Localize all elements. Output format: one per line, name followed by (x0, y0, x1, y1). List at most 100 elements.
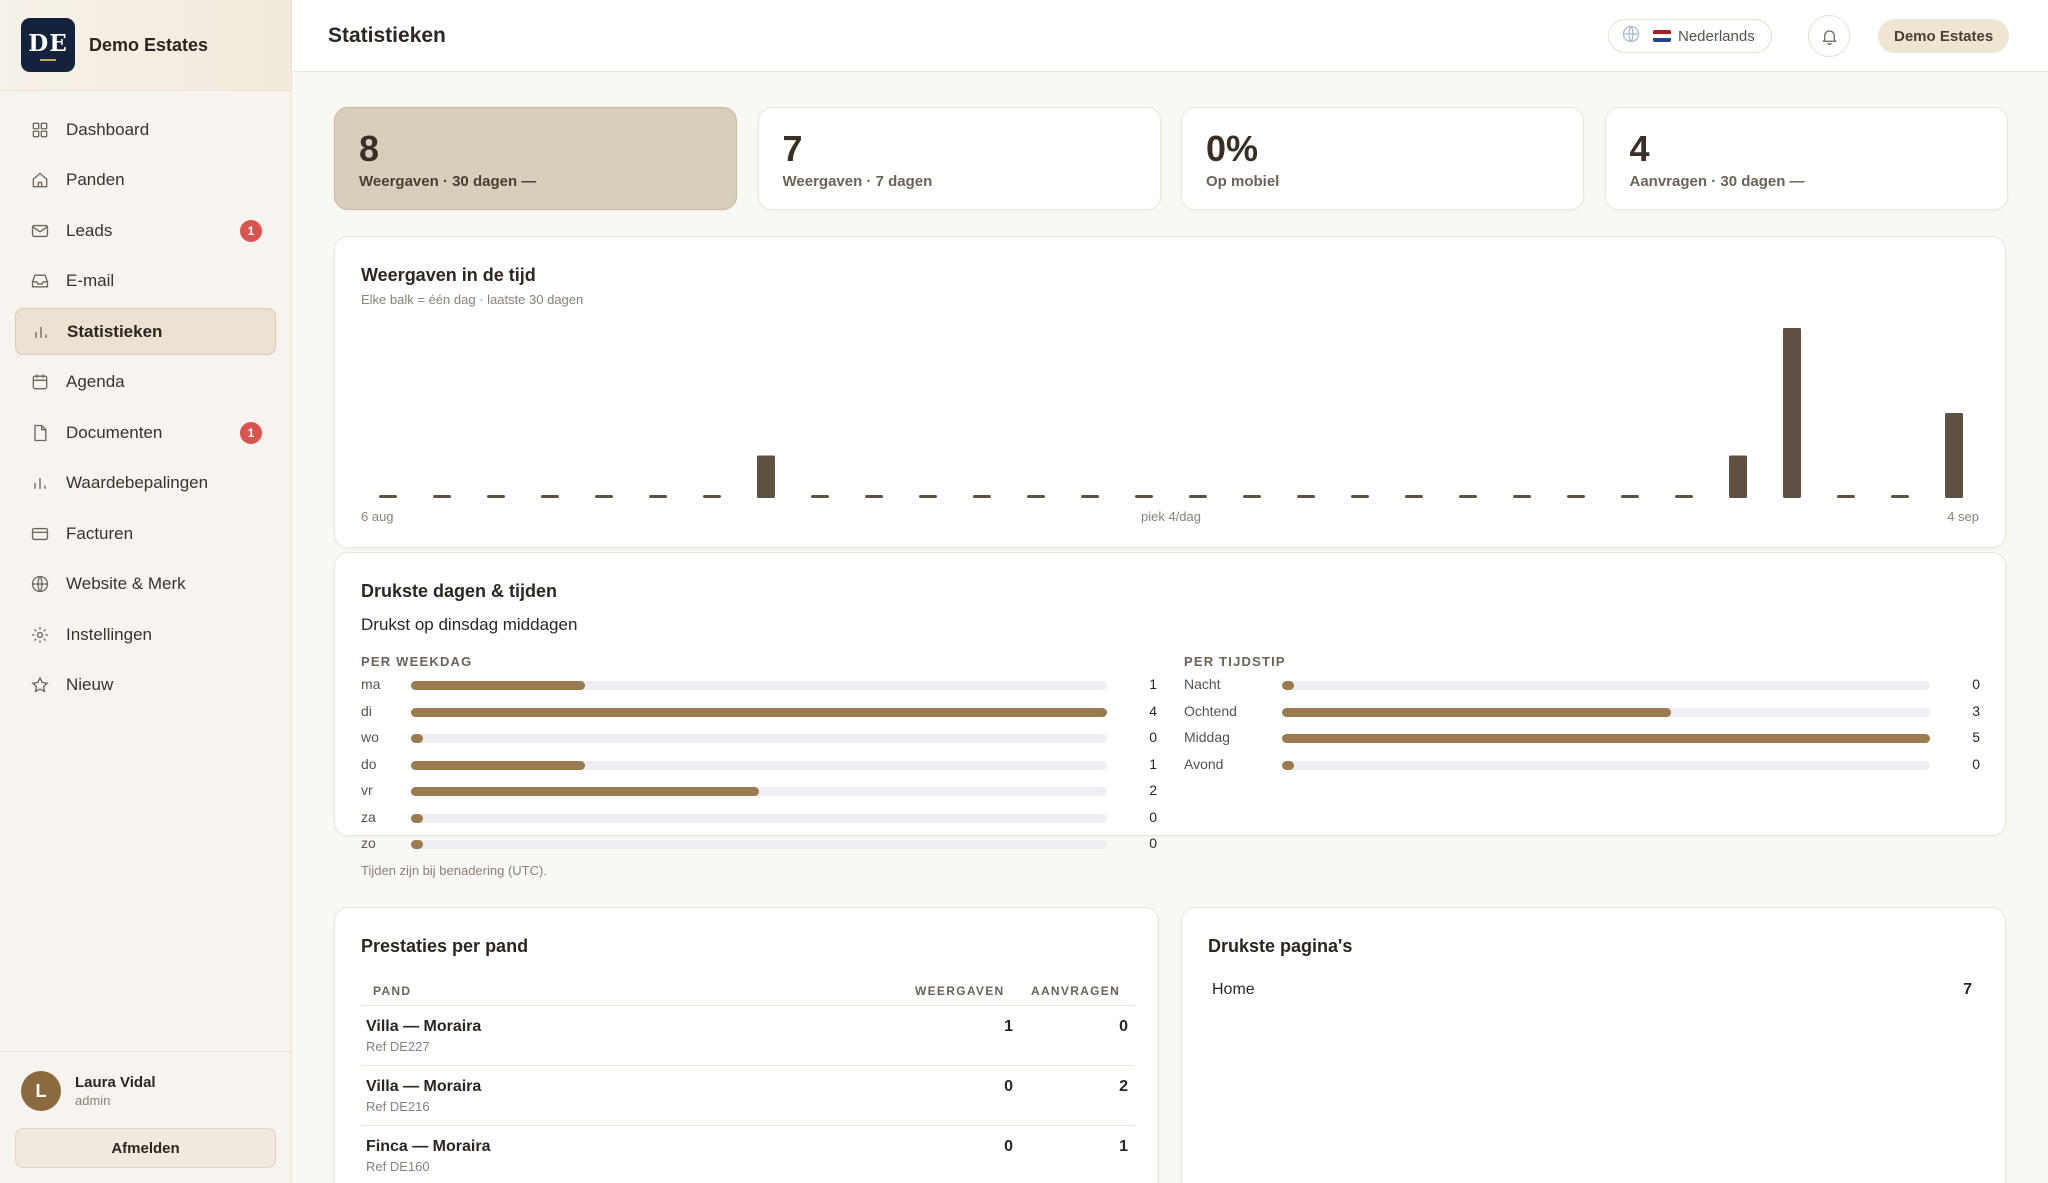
star-icon (30, 675, 50, 695)
weekday-bar-track (411, 813, 1107, 823)
user-name: Laura Vidal (75, 1074, 156, 1091)
sidebar-item-website-merk[interactable]: Website & Merk (15, 561, 276, 608)
views-bar[interactable] (1621, 495, 1639, 498)
netherlands-flag-icon (1653, 30, 1671, 42)
views-bar[interactable] (1459, 495, 1477, 498)
kpi-card[interactable]: 7 Weergaven · 7 dagen (757, 107, 1161, 210)
sidebar-item-documenten[interactable]: Documenten 1 (15, 409, 276, 456)
table-row[interactable]: Villa — Moraira Ref DE227 1 0 (361, 1005, 1134, 1065)
views-bar[interactable] (973, 495, 991, 498)
user-block: L Laura Vidal admin Afmelden (0, 1051, 291, 1183)
views-bar[interactable] (919, 495, 937, 498)
inbox-icon (30, 271, 50, 291)
brand[interactable]: DE Demo Estates (0, 0, 291, 91)
org-switcher[interactable]: Demo Estates (1878, 19, 2010, 53)
sidebar-item-facturen[interactable]: Facturen (15, 510, 276, 557)
weekday-bar-value: 1 (1149, 676, 1157, 692)
property-views: 0 (1004, 1078, 1013, 1095)
views-bar[interactable] (1081, 495, 1099, 498)
table-row[interactable]: Finca — Moraira Ref DE160 0 1 (361, 1125, 1134, 1183)
sidebar-item-dashboard[interactable]: Dashboard (15, 106, 276, 153)
property-performance-card: Prestaties per pand PAND WEERGAVEN AANVR… (334, 907, 1159, 1183)
time-bar-value: 5 (1972, 729, 1980, 745)
views-bar[interactable] (757, 455, 775, 499)
views-bar[interactable] (487, 495, 505, 498)
kpi-value: 0% (1206, 128, 1259, 169)
views-bar[interactable] (1945, 413, 1963, 498)
weekday-bar-fill (411, 813, 423, 823)
weekday-bar-row: do 1 (361, 755, 1157, 775)
weekday-bar-value: 1 (1149, 755, 1157, 772)
logout-button[interactable]: Afmelden (15, 1128, 276, 1168)
time-bar-row: Nacht 0 (1184, 675, 1980, 695)
weekday-bar-label: di (361, 702, 372, 719)
busy-note: Tijden zijn bij benadering (UTC). (361, 863, 547, 878)
sidebar-item-agenda[interactable]: Agenda (15, 359, 276, 406)
notification-badge: 1 (240, 421, 262, 444)
gear-icon (30, 625, 50, 645)
views-bar[interactable] (1783, 328, 1801, 498)
property-ref: Ref DE227 (366, 1039, 430, 1054)
time-bar-track (1282, 734, 1930, 743)
views-bar[interactable] (1675, 495, 1693, 498)
sidebar-item-waardebepalingen[interactable]: Waardebepalingen (15, 460, 276, 507)
property-ref: Ref DE216 (366, 1099, 430, 1114)
property-requests: 2 (1119, 1078, 1128, 1095)
sidebar-item-label: E-mail (66, 271, 115, 290)
time-bar-fill (1282, 760, 1294, 770)
time-bar-track (1282, 760, 1930, 770)
sidebar-item-label: Statistieken (67, 321, 163, 341)
weekday-section-label: PER WEEKDAG (361, 654, 473, 669)
views-bar[interactable] (1135, 495, 1153, 498)
views-bar[interactable] (1837, 495, 1855, 498)
views-bar[interactable] (1729, 455, 1747, 499)
views-bar[interactable] (1243, 495, 1261, 498)
views-bar[interactable] (595, 495, 613, 498)
language-label: Nederlands (1678, 27, 1755, 45)
bell-icon (1821, 29, 1837, 45)
list-item[interactable]: Home 7 (1212, 981, 1972, 1005)
sidebar-item-panden[interactable]: Panden (15, 157, 276, 204)
main-content: 8 Weergaven · 30 dagen — 7 Weergaven · 7 da… (292, 72, 2048, 1183)
document-icon (30, 423, 50, 443)
sidebar-item-nieuw[interactable]: Nieuw (15, 662, 276, 709)
table-row[interactable]: Villa — Moraira Ref DE216 0 2 (361, 1065, 1134, 1125)
views-chart-title: Weergaven in de tijd (361, 265, 536, 285)
views-bar[interactable] (1027, 495, 1045, 498)
weekday-bar-label: wo (361, 729, 379, 745)
views-bar[interactable] (1189, 495, 1207, 498)
views-bar[interactable] (1297, 495, 1315, 498)
sidebar-item-e-mail[interactable]: E-mail (15, 258, 276, 305)
weekday-bar-row: di 4 (361, 702, 1157, 722)
sidebar-item-instellingen[interactable]: Instellingen (15, 611, 276, 658)
sidebar-item-statistieken[interactable]: Statistieken (15, 308, 276, 355)
kpi-card[interactable]: 0% Op mobiel (1181, 107, 1584, 210)
page-name: Home (1212, 981, 1255, 998)
notifications-button[interactable] (1808, 15, 1850, 57)
time-bar-value: 0 (1972, 755, 1980, 772)
sidebar-item-label: Nieuw (66, 675, 114, 694)
kpi-label: Op mobiel (1206, 173, 1280, 190)
avatar[interactable]: L (21, 1071, 61, 1111)
kpi-card[interactable]: 4 Aanvragen · 30 dagen — (1604, 107, 2008, 210)
views-bar[interactable] (379, 495, 397, 498)
kpi-card[interactable]: 8 Weergaven · 30 dagen — (334, 107, 737, 210)
time-bar-fill (1282, 734, 1930, 743)
views-bar[interactable] (541, 495, 559, 498)
language-selector[interactable]: Nederlands (1608, 19, 1772, 53)
property-views: 0 (1004, 1138, 1013, 1155)
views-bar[interactable] (703, 495, 721, 498)
views-bar[interactable] (1513, 495, 1531, 498)
views-bar[interactable] (1567, 495, 1585, 498)
views-bar[interactable] (433, 495, 451, 498)
views-bar[interactable] (1891, 495, 1909, 498)
views-bar[interactable] (865, 495, 883, 498)
weekday-bar-track (411, 681, 1107, 690)
user-role: admin (75, 1093, 111, 1108)
sidebar-item-label: Waardebepalingen (66, 473, 209, 492)
sidebar-item-leads[interactable]: Leads 1 (15, 207, 276, 254)
views-bar[interactable] (811, 495, 829, 498)
views-bar[interactable] (1351, 495, 1369, 498)
views-bar[interactable] (649, 495, 667, 498)
views-bar[interactable] (1405, 495, 1423, 498)
